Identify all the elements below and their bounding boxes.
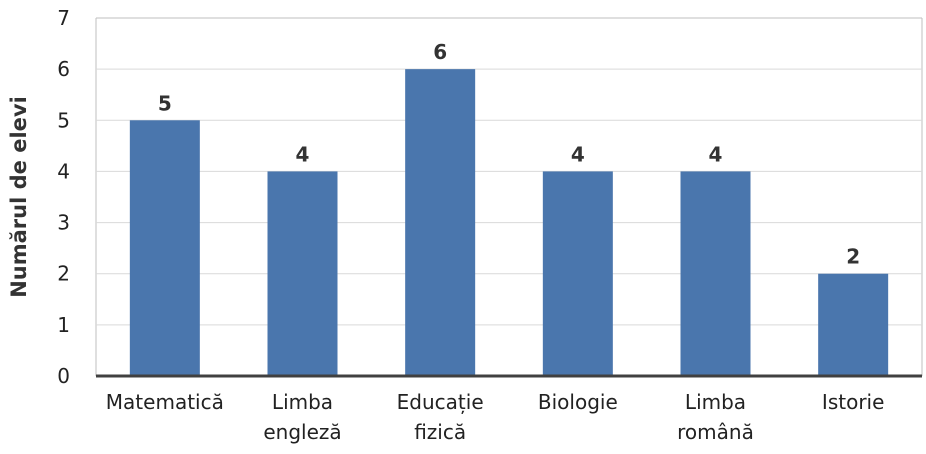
y-tick-label: 2 [57, 262, 70, 286]
y-tick-label: 1 [57, 313, 70, 337]
y-tick-label: 6 [57, 57, 70, 81]
y-tick-label: 5 [57, 108, 70, 132]
category-label: Limba română [677, 390, 754, 444]
data-labels: 5 4 6 4 4 2 [158, 40, 860, 269]
bars [129, 69, 889, 377]
category-label: Matematică [106, 390, 224, 414]
category-label: Educație fizică [397, 390, 484, 444]
data-label: 6 [433, 40, 447, 64]
y-axis-title: Numărul de elevi [7, 96, 31, 298]
y-tick-label: 3 [57, 211, 70, 235]
data-label: 4 [296, 142, 310, 166]
category-label: Istorie [822, 390, 884, 414]
category-labels: Matematică Limba engleză Educație fizică Biol… [106, 390, 885, 444]
y-tick-label: 0 [57, 364, 70, 388]
data-label: 4 [571, 142, 585, 166]
bar [818, 273, 889, 376]
category-label: Limba engleză [263, 390, 341, 444]
y-tick-label: 4 [57, 159, 70, 183]
bar [267, 171, 338, 376]
y-tick-labels: 0 1 2 3 4 5 6 7 [57, 6, 70, 388]
data-label: 5 [158, 91, 172, 115]
y-tick-label: 7 [57, 6, 70, 30]
bar [129, 120, 200, 377]
gridlines [96, 68, 922, 326]
bar [405, 69, 476, 377]
category-label: Biologie [538, 390, 618, 414]
data-label: 4 [709, 142, 723, 166]
bar [680, 171, 751, 376]
data-label: 2 [846, 245, 860, 269]
plot-frame [95, 17, 923, 376]
bar [542, 171, 613, 376]
